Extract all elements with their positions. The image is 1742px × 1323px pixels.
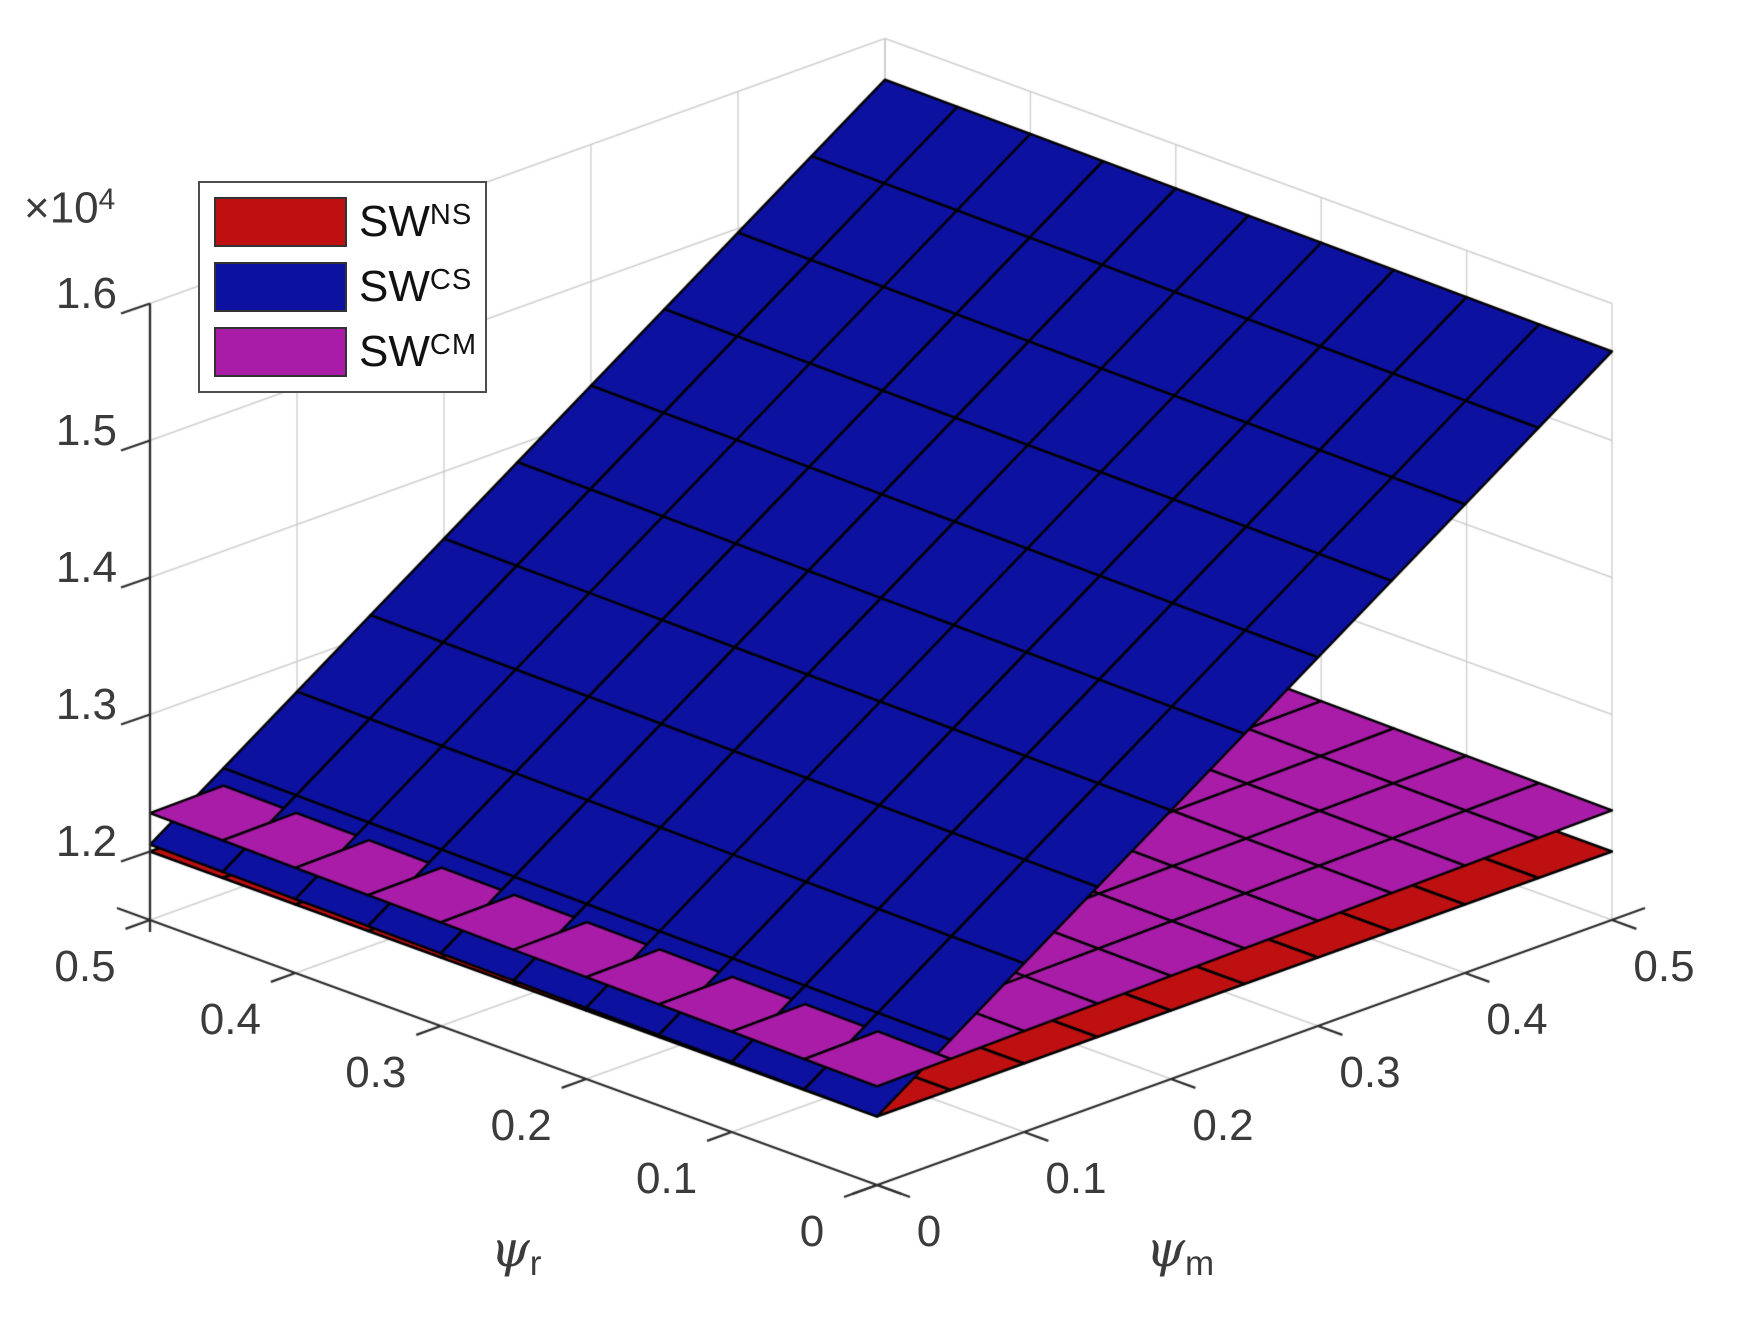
legend-entry-label: SWNS <box>359 196 473 246</box>
x-tick-label: 0 <box>916 1207 942 1256</box>
x-tick-label: 0.5 <box>1633 942 1695 991</box>
x-tick-label: 0.2 <box>1192 1101 1254 1150</box>
x-axis-label: ψm <box>1145 1220 1215 1283</box>
y-tick-label: 0.5 <box>54 942 116 991</box>
y-tick-label: 0 <box>799 1207 825 1256</box>
z-tick-label: 1.6 <box>55 268 117 318</box>
x-tick-label: 0.3 <box>1339 1048 1401 1097</box>
legend-entry: SWCM <box>200 327 485 378</box>
legend-entry: SWCS <box>200 261 485 312</box>
legend-entry-label: SWCS <box>359 261 473 311</box>
legend-swatch <box>214 327 347 378</box>
legend-swatch <box>214 261 347 312</box>
legend-entry-label: SWCM <box>359 327 478 377</box>
y-tick-label: 0.1 <box>636 1154 698 1203</box>
y-tick-label: 0.3 <box>345 1048 407 1097</box>
legend[interactable]: SWNS SWCS SWCM <box>198 181 487 393</box>
x-tick-label: 0.1 <box>1045 1154 1107 1203</box>
y-axis-label: ψr <box>490 1220 542 1283</box>
z-tick-label: 1.3 <box>55 679 117 729</box>
x-tick-label: 0.4 <box>1486 995 1548 1044</box>
legend-swatch <box>214 196 347 247</box>
z-axis-exponent-label: ×104 <box>24 183 116 233</box>
y-tick-label: 0.2 <box>490 1101 552 1150</box>
z-tick-label: 1.2 <box>55 816 117 866</box>
y-tick-label: 0.4 <box>199 995 261 1044</box>
legend-entry: SWNS <box>200 196 485 247</box>
z-tick-label: 1.4 <box>55 542 117 592</box>
z-tick-label: 1.5 <box>55 405 117 455</box>
